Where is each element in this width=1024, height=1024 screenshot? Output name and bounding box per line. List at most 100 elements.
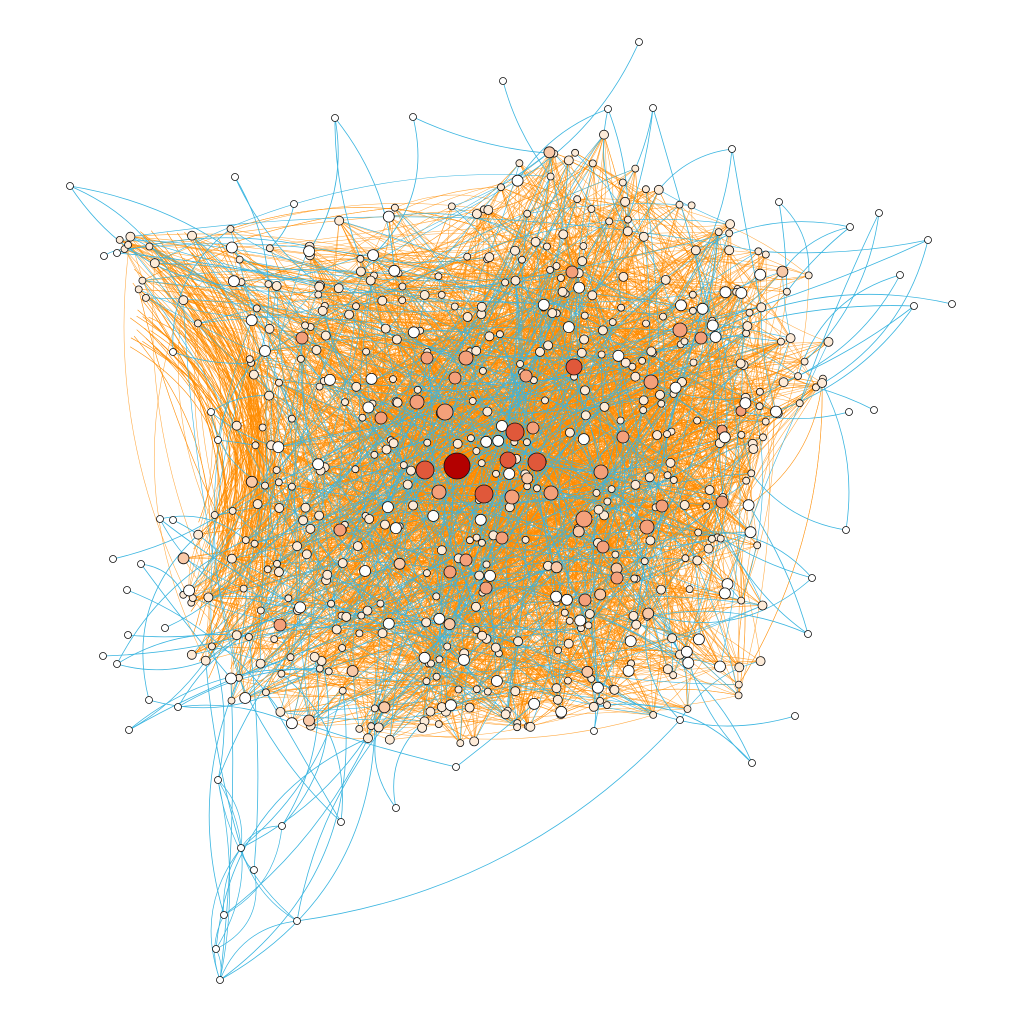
graph-node <box>448 371 462 385</box>
graph-node <box>761 417 770 426</box>
graph-node <box>323 373 336 386</box>
graph-node <box>513 636 523 647</box>
graph-edge <box>659 333 747 396</box>
graph-node <box>527 452 547 472</box>
graph-node <box>590 727 598 735</box>
graph-node <box>510 275 521 286</box>
graph-edge <box>265 659 464 693</box>
graph-node <box>565 617 574 625</box>
graph-node <box>433 612 446 625</box>
graph-node <box>550 590 562 603</box>
graph-edge <box>208 597 518 724</box>
graph-node <box>579 334 589 345</box>
graph-node <box>577 256 588 267</box>
graph-edge <box>69 185 277 287</box>
graph-edge <box>452 465 477 607</box>
graph-node <box>309 652 320 662</box>
graph-edge <box>290 273 579 658</box>
graph-edge <box>320 470 721 551</box>
graph-edge <box>370 160 569 281</box>
graph-node <box>756 387 764 396</box>
graph-edge <box>426 322 613 623</box>
graph-node <box>256 606 265 615</box>
graph-node <box>588 159 597 168</box>
graph-node <box>186 649 197 660</box>
graph-node <box>604 105 612 113</box>
graph-edge <box>276 469 636 504</box>
graph-edge <box>199 320 259 549</box>
graph-node <box>362 401 375 414</box>
graph-edge <box>290 390 586 658</box>
graph-node <box>315 382 324 391</box>
graph-edge <box>603 515 645 562</box>
graph-node <box>327 599 336 608</box>
graph-edge <box>365 291 563 516</box>
graph-node <box>245 475 258 488</box>
graph-edge <box>421 313 558 728</box>
graph-edge <box>591 107 654 296</box>
graph-edge <box>457 152 550 444</box>
graph-node <box>100 252 108 260</box>
graph-node <box>652 430 662 441</box>
graph-edge <box>515 307 622 460</box>
graph-edge <box>69 185 184 301</box>
graph-node <box>541 396 549 405</box>
graph-node <box>757 600 768 611</box>
graph-edge <box>749 391 761 474</box>
graph-node <box>317 305 328 316</box>
graph-node <box>761 250 770 259</box>
graph-node <box>603 701 611 709</box>
graph-edge <box>666 232 719 435</box>
graph-node <box>156 515 164 523</box>
graph-node <box>274 478 283 487</box>
graph-node <box>301 321 310 330</box>
graph-edge <box>658 189 742 412</box>
graph-edge <box>521 259 760 407</box>
graph-node <box>618 178 627 187</box>
graph-node <box>434 272 443 281</box>
graph-node <box>598 325 608 336</box>
graph-node <box>324 667 333 676</box>
graph-node <box>596 697 604 705</box>
graph-node <box>292 541 303 552</box>
graph-node <box>344 309 355 320</box>
graph-node <box>565 427 575 438</box>
graph-edge <box>265 692 342 823</box>
graph-edge <box>248 622 721 667</box>
graph-edge <box>547 168 636 346</box>
graph-node <box>419 290 430 300</box>
graph-edge <box>339 220 742 412</box>
graph-node <box>608 318 617 327</box>
graph-edge <box>300 358 506 715</box>
graph-edge <box>211 458 517 647</box>
graph-edge <box>218 323 250 561</box>
graph-edge <box>154 300 206 661</box>
graph-edge <box>687 506 707 710</box>
graph-node <box>169 516 177 524</box>
graph-node <box>355 629 364 638</box>
graph-node <box>495 330 504 339</box>
graph-edge <box>371 693 688 727</box>
graph-edge <box>600 354 636 486</box>
graph-node <box>417 723 428 733</box>
graph-edge <box>192 235 276 555</box>
graph-edge <box>487 548 709 692</box>
graph-node <box>477 538 486 547</box>
graph-edge <box>502 80 551 177</box>
graph-node <box>409 113 417 121</box>
graph-node <box>573 281 585 294</box>
graph-node <box>479 581 493 595</box>
graph-edge <box>476 337 791 690</box>
graph-node <box>748 444 759 454</box>
graph-node <box>562 321 575 334</box>
graph-node <box>465 536 474 545</box>
graph-edge <box>362 417 601 595</box>
graph-edge <box>132 244 251 577</box>
graph-edge <box>426 280 519 682</box>
graph-node <box>500 709 511 720</box>
graph-edge <box>205 334 501 661</box>
graph-edge <box>128 244 759 278</box>
graph-node <box>753 541 762 550</box>
graph-node <box>823 336 834 347</box>
graph-node <box>141 293 150 302</box>
